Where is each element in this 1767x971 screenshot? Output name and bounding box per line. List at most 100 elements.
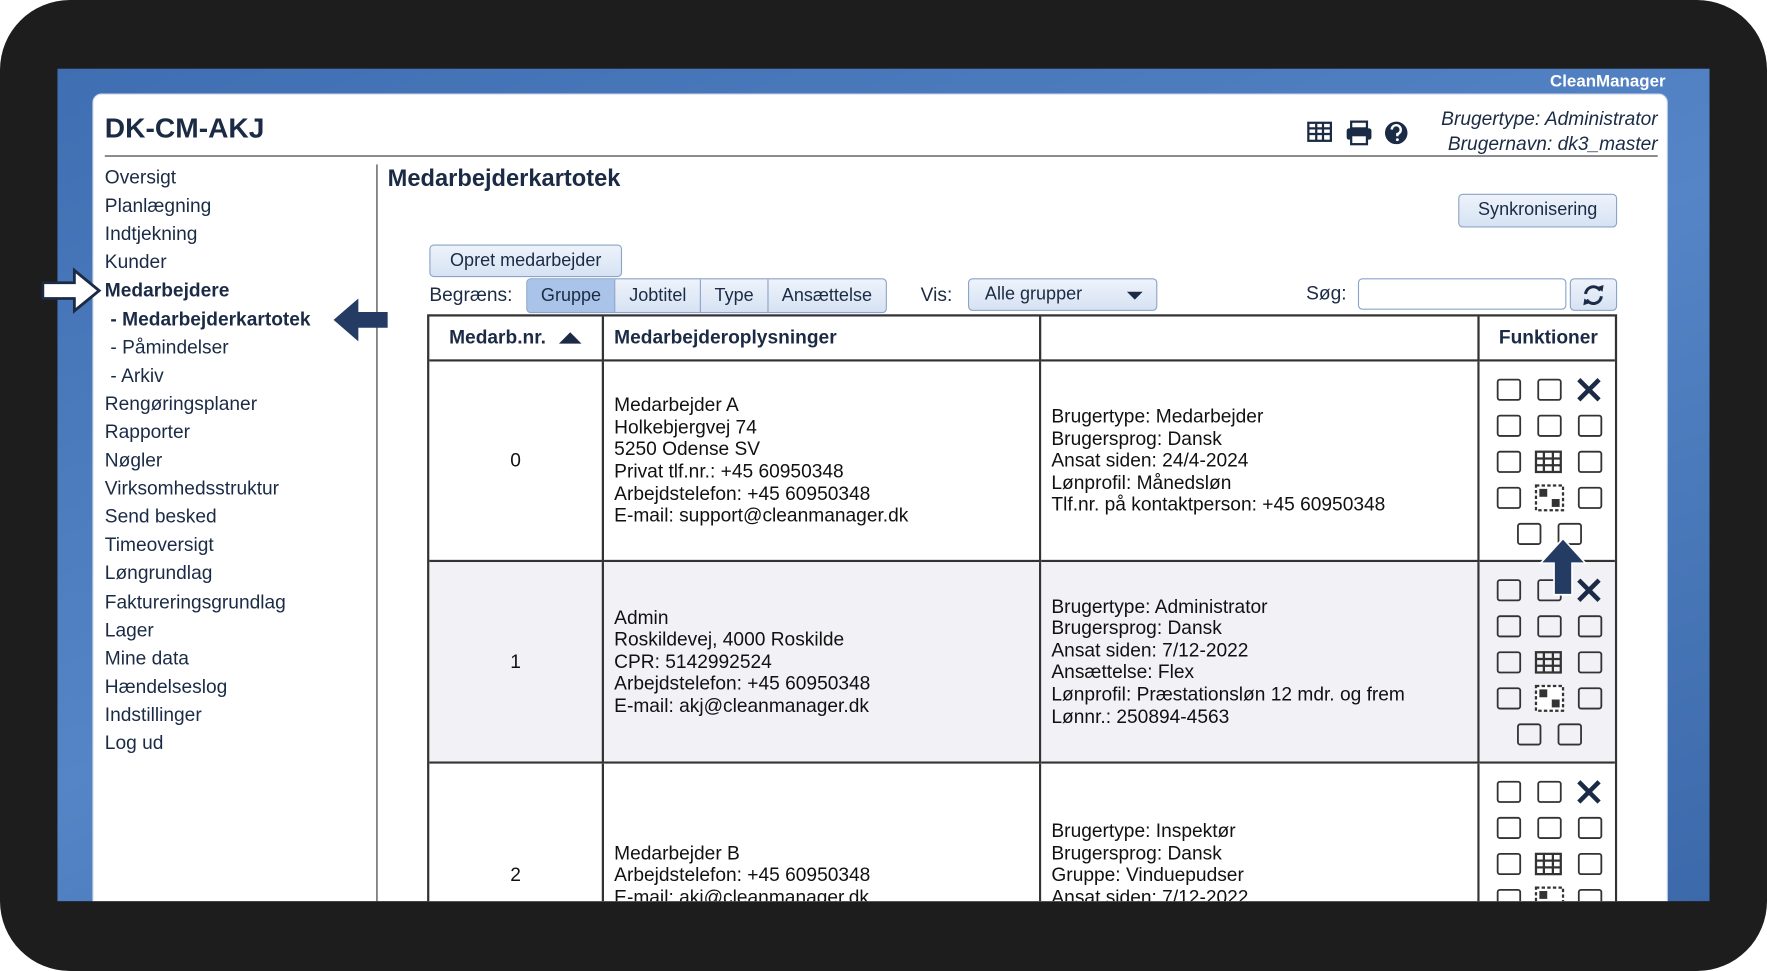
info-line: Admin xyxy=(614,606,669,628)
nav-item[interactable]: Indtjekning xyxy=(104,223,198,245)
function-icons[interactable] xyxy=(1489,573,1606,753)
nav-item[interactable]: Lager xyxy=(104,619,154,641)
details-line: Ansat siden: 7/12-2022 xyxy=(1051,886,1249,902)
create-button[interactable]: Opret medarbejder xyxy=(429,244,623,278)
nav-item[interactable]: Virksomhedsstruktur xyxy=(104,477,280,500)
refresh-icon xyxy=(1583,284,1604,305)
info-line: Medarbejder A xyxy=(614,394,739,416)
refresh-button[interactable] xyxy=(1569,278,1618,311)
nav-item[interactable]: Løngrundlag xyxy=(104,562,213,584)
pointer-arrow-right xyxy=(41,267,102,314)
employee-table: Medarb.nr. Medarbejderoplysninger Funktion… xyxy=(427,314,1618,902)
details-cell: Brugertype: Medarbejder Brugersprog: Dans… xyxy=(1041,361,1480,563)
user-type: Brugertype: Administrator xyxy=(1441,108,1658,130)
view-label: Vis: xyxy=(920,283,953,306)
info-line: Arbejdstelefon: +45 60950348 xyxy=(614,672,871,695)
number-cell: 2 xyxy=(429,763,605,902)
details-line: Brugersprog: Dansk xyxy=(1051,427,1222,449)
dropdown-caret xyxy=(1126,291,1143,300)
info-line: Holkebjergvej 74 xyxy=(614,416,757,438)
details-line: Brugertype: Administrator xyxy=(1051,595,1268,617)
app-background: CleanManager DK-CM-AKJ Brugertype: Admin… xyxy=(57,68,1710,902)
info-line: Privat tlf.nr.: +45 60950348 xyxy=(614,460,844,483)
nav-item[interactable]: Nøgler xyxy=(104,449,163,471)
details-line: Brugertype: Inspektør xyxy=(1051,820,1236,842)
details-line: Tlf.nr. på kontaktperson: +45 60950348 xyxy=(1051,493,1386,516)
info-lines: Medarbejder A Holkebjergvej 74 5250 Odense… xyxy=(614,394,908,526)
details-line: Lønprofil: Månedsløn xyxy=(1051,471,1232,494)
details-line: Brugersprog: Dansk xyxy=(1051,617,1222,640)
number-cell: 1 xyxy=(429,562,605,764)
limit-label: Begræns: xyxy=(429,283,513,306)
search-label: Søg: xyxy=(1306,282,1347,305)
view-value: Alle grupper xyxy=(984,284,1083,304)
nav-item[interactable]: Indstillinger xyxy=(104,703,202,726)
nav-item[interactable]: Planlægning xyxy=(104,194,212,217)
info-lines: Admin Roskildevej, 4000 Roskilde CPR: 5142… xyxy=(614,607,870,717)
limit-options: Gruppe Jobtitel Type Ansættelse xyxy=(526,278,887,314)
nav-item[interactable]: Log ud xyxy=(104,732,164,754)
page-title: Medarbejderkartotek xyxy=(387,165,621,192)
info-line: Roskildevej, 4000 Roskilde xyxy=(614,628,845,651)
nav-item[interactable]: Faktureringsgrundlag xyxy=(104,590,286,613)
info-line: E-mail: akj@cleanmanager.dk xyxy=(614,886,869,902)
sync-button[interactable]: Synkronisering xyxy=(1458,193,1618,228)
function-icons[interactable] xyxy=(1489,373,1606,553)
user-name: Brugernavn: dk3_master xyxy=(1447,132,1658,155)
nav-item[interactable]: Timeoversigt xyxy=(104,534,214,556)
header-label[interactable]: Medarb.nr. xyxy=(449,326,546,349)
info-lines: Medarbejder B Arbejdstelefon: +45 6095034… xyxy=(614,842,870,901)
nav-item[interactable]: Kunder xyxy=(104,251,167,273)
view-select[interactable]: Alle grupper xyxy=(968,278,1158,311)
details-lines: Brugertype: Inspektør Brugersprog: Dansk G… xyxy=(1051,820,1404,901)
info-cell: Medarbejder B Arbejdstelefon: +45 6095034… xyxy=(604,763,1042,902)
details-line: Ansat siden: 7/12-2022 xyxy=(1051,639,1249,662)
brand: CleanManager xyxy=(1550,72,1666,92)
functions-cell xyxy=(1479,361,1615,563)
limit-option[interactable]: Jobtitel xyxy=(614,279,700,313)
details-line: Lønnr.: 250894-4563 xyxy=(1051,705,1230,728)
limit-option[interactable]: Gruppe xyxy=(527,279,615,313)
limit-option[interactable]: Type xyxy=(699,279,767,313)
info-line: Arbejdstelefon: +45 60950348 xyxy=(614,864,871,886)
nav-item[interactable]: - Arkiv xyxy=(110,364,164,387)
limit-option[interactable]: Ansættelse xyxy=(767,279,885,313)
nav-item[interactable]: Medarbejdere xyxy=(104,279,230,302)
info-line: 5250 Odense SV xyxy=(614,438,761,461)
nav-item[interactable]: Send besked xyxy=(104,505,217,528)
details-line: Ansættelse: Flex xyxy=(1051,661,1195,684)
search-input[interactable] xyxy=(1357,278,1567,310)
info-line: Arbejdstelefon: +45 60950348 xyxy=(614,482,871,505)
details-line: Lønprofil: Præstationsløn 12 mdr. og fre… xyxy=(1051,683,1405,706)
pointer-arrow-up xyxy=(1538,537,1588,596)
details-lines: Brugertype: Administrator Brugersprog: Da… xyxy=(1051,596,1404,728)
functions-cell xyxy=(1479,562,1615,764)
icon-grid xyxy=(1489,373,1606,559)
sidebar-divider xyxy=(376,164,378,902)
nav-item[interactable]: Oversigt xyxy=(104,166,177,189)
function-icons[interactable] xyxy=(1489,775,1606,902)
details-line: Brugertype: Medarbejder xyxy=(1051,405,1264,427)
icon-grid xyxy=(1489,775,1606,902)
employee-number: 0 xyxy=(510,449,521,471)
details-line: Gruppe: Vinduepudser xyxy=(1051,864,1244,886)
header-label[interactable]: Medarbejderoplysninger xyxy=(614,326,837,349)
nav-item[interactable]: Rengøringsplaner xyxy=(104,392,258,415)
nav-item[interactable]: - Påmindelser xyxy=(110,336,229,358)
employee-number: 2 xyxy=(510,863,521,886)
nav-item[interactable]: Mine data xyxy=(104,647,189,669)
info-line: E-mail: support@cleanmanager.dk xyxy=(614,504,909,527)
info-line: E-mail: akj@cleanmanager.dk xyxy=(614,694,869,717)
info-line: Medarbejder B xyxy=(614,842,740,864)
details-cell: Brugertype: Inspektør Brugersprog: Dansk G… xyxy=(1041,763,1480,902)
pointer-arrow-left xyxy=(333,298,388,342)
info-cell: Admin Roskildevej, 4000 Roskilde CPR: 5142… xyxy=(604,562,1042,764)
nav-item[interactable]: - Medarbejderkartotek xyxy=(110,308,311,330)
header-rule xyxy=(104,155,1658,157)
nav-item[interactable]: Rapporter xyxy=(104,421,191,443)
nav-item[interactable]: Hændelseslog xyxy=(104,675,228,698)
